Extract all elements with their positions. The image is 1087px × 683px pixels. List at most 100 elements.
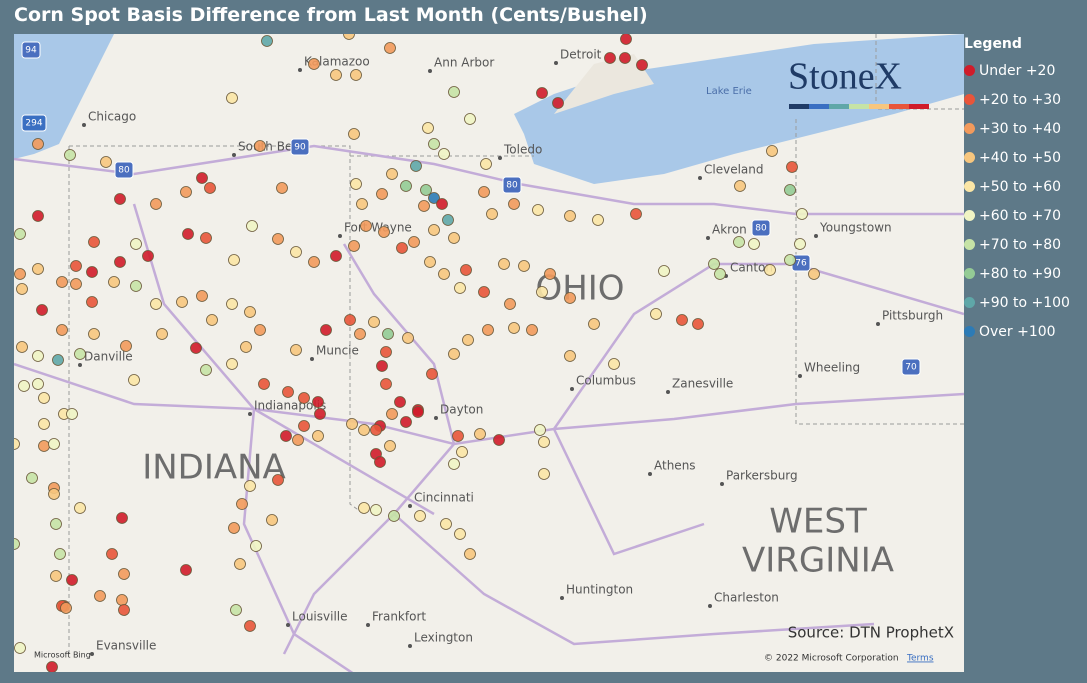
- city-marker: [286, 623, 290, 627]
- city-marker: [876, 322, 880, 326]
- highway-shield: [290, 138, 310, 156]
- station-dot: [142, 250, 154, 262]
- legend-label: +40 to +50: [979, 149, 1062, 166]
- station-dot: [88, 236, 100, 248]
- station-dot: [462, 334, 474, 346]
- station-dot: [48, 488, 60, 500]
- legend-title: Legend: [964, 36, 1022, 52]
- city-label: Muncie: [316, 344, 359, 358]
- station-dot: [66, 408, 78, 420]
- city-label: Danville: [84, 350, 133, 364]
- station-dot: [374, 456, 386, 468]
- city-label: Wheeling: [804, 361, 860, 375]
- city-label: Lexington: [414, 631, 473, 645]
- highway-label: 294: [25, 119, 42, 129]
- station-dot: [410, 160, 422, 172]
- station-dot: [343, 34, 355, 40]
- station-dot: [204, 182, 216, 194]
- station-dot: [386, 168, 398, 180]
- station-dot: [418, 200, 430, 212]
- station-dot: [658, 265, 670, 277]
- station-dot: [408, 236, 420, 248]
- station-dot: [228, 254, 240, 266]
- station-dot: [226, 298, 238, 310]
- state-label: VIRGINIA: [742, 541, 894, 581]
- station-dot: [564, 210, 576, 222]
- legend-label: +80 to +90: [979, 265, 1062, 282]
- lake: [514, 34, 964, 184]
- station-dot: [486, 208, 498, 220]
- station-dot: [182, 228, 194, 240]
- city-marker: [90, 652, 94, 656]
- highway-label: 70: [905, 363, 917, 373]
- city-label: Pittsburgh: [882, 309, 943, 323]
- station-dot: [282, 386, 294, 398]
- station-dot: [150, 198, 162, 210]
- highway-label: 90: [294, 143, 306, 153]
- station-dot: [526, 324, 538, 336]
- city-marker: [706, 236, 710, 240]
- highway-shield: [502, 176, 522, 194]
- city-marker: [708, 604, 712, 608]
- station-dot: [74, 502, 86, 514]
- station-dot: [448, 458, 460, 470]
- station-dot: [18, 380, 30, 392]
- station-dot: [448, 348, 460, 360]
- station-dot: [386, 408, 398, 420]
- station-dot: [464, 548, 476, 560]
- station-dot: [536, 87, 548, 99]
- station-dot: [106, 548, 118, 560]
- station-dot: [464, 113, 476, 125]
- city-marker: [560, 596, 564, 600]
- legend-item: +70 to +80: [964, 230, 1087, 259]
- station-dot: [66, 574, 78, 586]
- station-dot: [448, 232, 460, 244]
- station-dot: [504, 298, 516, 310]
- legend-swatch: [964, 297, 975, 308]
- logo-bar: [789, 104, 809, 109]
- station-dot: [38, 418, 50, 430]
- station-dot: [116, 512, 128, 524]
- legend: Legend Under +20 +20 to +30 +30 to +40 +40 …: [964, 34, 1087, 346]
- station-dot: [428, 192, 440, 204]
- logo-bar: [889, 104, 909, 109]
- city-marker: [434, 416, 438, 420]
- station-dot: [36, 304, 48, 316]
- station-dot: [376, 360, 388, 372]
- city-label: Chicago: [88, 110, 136, 124]
- legend-item: +30 to +40: [964, 114, 1087, 143]
- station-dot: [38, 440, 50, 452]
- station-dot: [378, 226, 390, 238]
- legend-swatch: [964, 239, 975, 250]
- station-dot: [26, 472, 38, 484]
- legend-swatch: [964, 94, 975, 105]
- station-dot: [298, 392, 310, 404]
- station-dot: [348, 240, 360, 252]
- station-dot: [86, 296, 98, 308]
- station-dot: [733, 236, 745, 248]
- station-dot: [314, 408, 326, 420]
- station-dot: [544, 268, 556, 280]
- station-dot: [384, 440, 396, 452]
- station-dot: [388, 510, 400, 522]
- terms-link[interactable]: Terms: [906, 654, 934, 664]
- station-dot: [794, 238, 806, 250]
- station-dot: [452, 430, 464, 442]
- station-dot: [308, 256, 320, 268]
- station-dot: [400, 180, 412, 192]
- station-dot: [564, 292, 576, 304]
- station-dot: [250, 540, 262, 552]
- station-dot: [292, 434, 304, 446]
- legend-label: +20 to +30: [979, 91, 1062, 108]
- station-dot: [190, 342, 202, 354]
- station-dot: [382, 328, 394, 340]
- legend-item: +90 to +100: [964, 288, 1087, 317]
- logo-bar: [809, 104, 829, 109]
- station-dot: [396, 242, 408, 254]
- station-dot: [176, 296, 188, 308]
- legend-item: +40 to +50: [964, 143, 1087, 172]
- city-marker: [570, 387, 574, 391]
- station-dot: [608, 358, 620, 370]
- city-marker: [232, 153, 236, 157]
